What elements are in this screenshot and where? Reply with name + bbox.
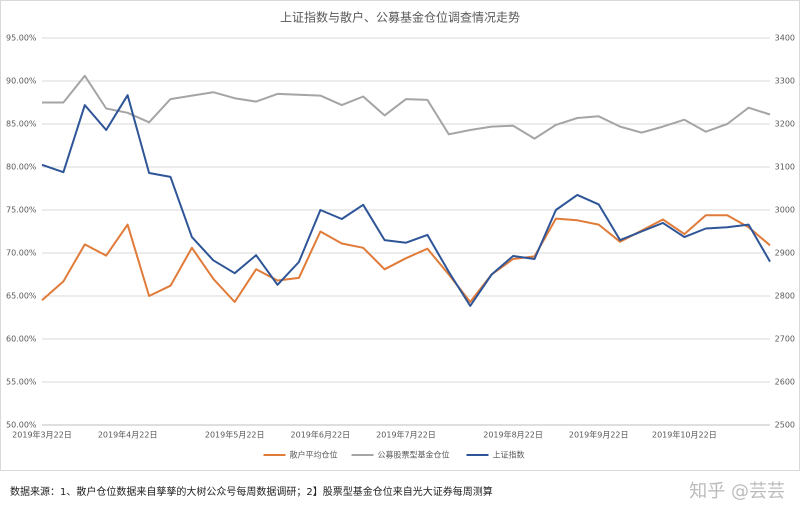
y2-tick-label: 2800 bbox=[775, 292, 795, 301]
y-tick-label: 85.00% bbox=[6, 120, 37, 129]
series-line bbox=[41, 94, 771, 307]
y2-tick-label: 3100 bbox=[775, 163, 795, 172]
source-note: 数据来源：1、散户仓位数据来自孳孳的大树公众号每周数据调研；2】股票型基金仓位来… bbox=[10, 485, 493, 498]
y2-tick-label: 2600 bbox=[775, 378, 795, 387]
chart-title: 上证指数与散户、公募基金仓位调查情况走势 bbox=[280, 10, 520, 25]
y-tick-label: 50.00% bbox=[6, 421, 37, 430]
y2-tick-label: 3200 bbox=[775, 120, 795, 129]
y-tick-label: 70.00% bbox=[6, 249, 37, 258]
series-line bbox=[42, 74, 771, 140]
y2-tick-label: 2700 bbox=[775, 335, 795, 344]
y2-tick-label: 3400 bbox=[775, 34, 795, 43]
watermark: 知乎 @芸芸 bbox=[689, 481, 785, 502]
y-tick-label: 95.00% bbox=[6, 34, 37, 43]
legend-label: 上证指数 bbox=[493, 450, 525, 460]
x-tick-label: 2019年9月22日 bbox=[569, 430, 629, 440]
y2-tick-label: 3000 bbox=[775, 206, 795, 215]
y2-tick-label: 3300 bbox=[775, 77, 795, 86]
legend-label: 散户平均仓位 bbox=[290, 450, 338, 460]
y-tick-label: 65.00% bbox=[6, 292, 37, 301]
y-tick-label: 55.00% bbox=[6, 378, 37, 387]
x-tick-label: 2019年4月22日 bbox=[98, 430, 158, 440]
y-tick-label: 80.00% bbox=[6, 163, 37, 172]
legend-label: 公募股票型基金仓位 bbox=[378, 450, 450, 460]
y-tick-label: 75.00% bbox=[6, 206, 37, 215]
y-tick-label: 90.00% bbox=[6, 77, 37, 86]
series-line bbox=[41, 214, 771, 303]
y-tick-label: 60.00% bbox=[6, 335, 37, 344]
x-tick-label: 2019年3月22日 bbox=[12, 430, 72, 440]
x-tick-label: 2019年8月22日 bbox=[483, 430, 543, 440]
chart-frame bbox=[0, 0, 800, 471]
x-tick-label: 2019年6月22日 bbox=[291, 430, 351, 440]
x-tick-label: 2019年5月22日 bbox=[205, 430, 265, 440]
y2-tick-label: 2500 bbox=[775, 421, 795, 430]
x-tick-label: 2019年7月22日 bbox=[376, 430, 436, 440]
y2-tick-label: 2900 bbox=[775, 249, 795, 258]
x-tick-label: 2019年10月22日 bbox=[652, 430, 717, 440]
